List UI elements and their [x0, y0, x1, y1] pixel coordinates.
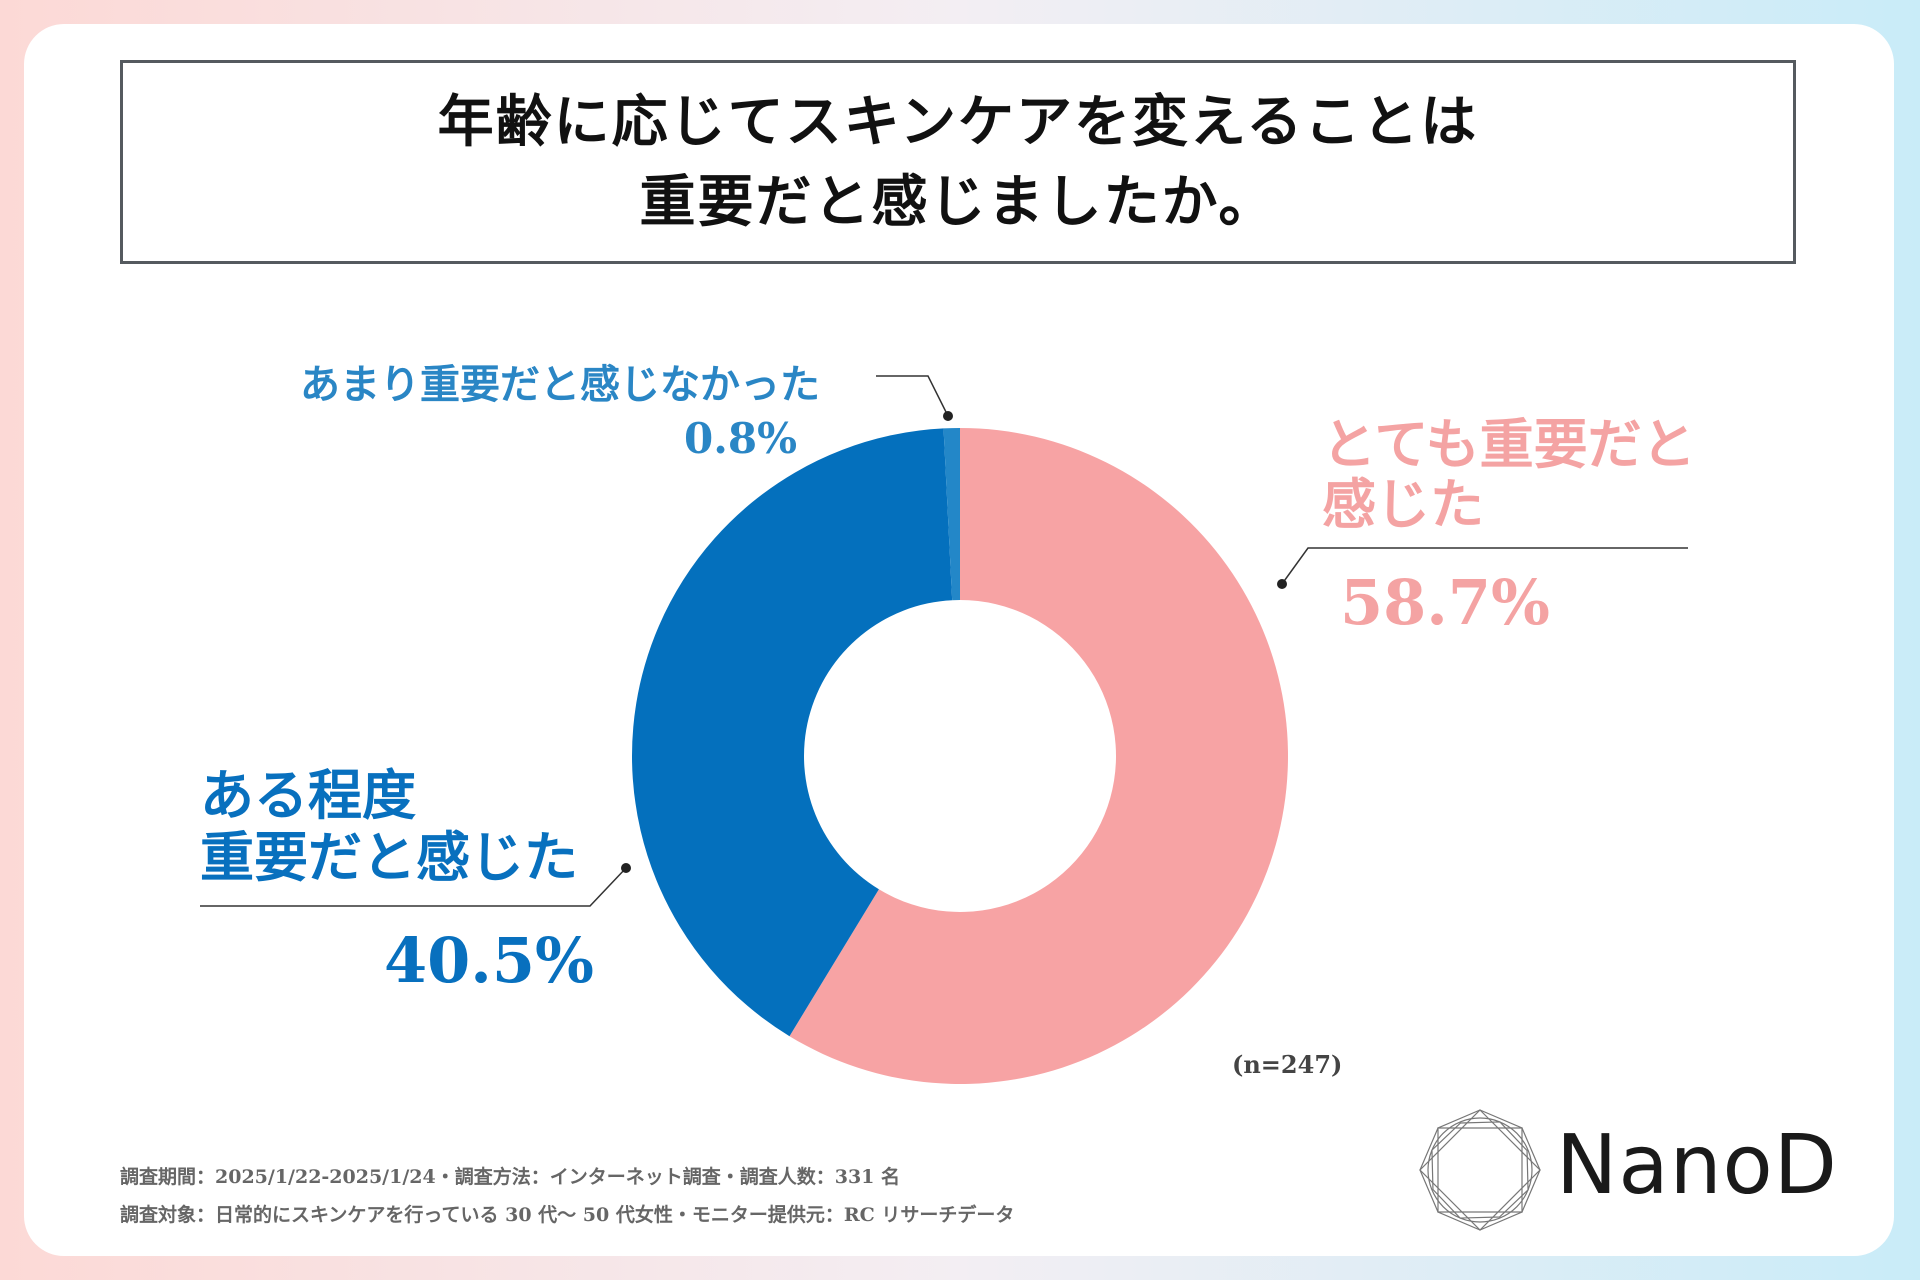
label-somewhat-pct: 40.5%	[384, 924, 594, 997]
label-not-much: あまり重要だと感じなかった	[300, 361, 820, 408]
footnotes: 調査期間：2025/1/22-2025/1/24・調査方法：インターネット調査・…	[120, 1158, 1014, 1234]
leader-line-very	[1281, 547, 1688, 585]
label-very-l2: 感じた	[1322, 472, 1484, 536]
sample-size: (n=247)	[1232, 1050, 1343, 1079]
donut-slice-0	[789, 428, 1288, 1084]
footnote-line-1: 調査期間：2025/1/22-2025/1/24・調査方法：インターネット調査・…	[120, 1166, 901, 1188]
leader-dot-very	[1277, 579, 1287, 589]
donut-slice-2	[943, 428, 960, 601]
footnote-line-2: 調査対象：日常的にスキンケアを行っている 30 代～ 50 代女性・モニター提供…	[120, 1204, 1015, 1226]
title-line-1: 年齢に応じてスキンケアを変えることは	[437, 89, 1479, 155]
label-somewhat-l2: 重要だと感じた	[200, 825, 578, 889]
leader-dot-somewhat	[621, 863, 631, 873]
label-very-pct: 58.7%	[1340, 566, 1550, 639]
donut-slices	[632, 428, 1288, 1084]
title-line-2: 重要だと感じましたか。	[639, 169, 1277, 235]
nanod-logo-text: NanoD	[1556, 1118, 1838, 1213]
leader-dot-not-much	[943, 411, 953, 421]
label-somewhat-l1: ある程度	[200, 763, 416, 827]
label-very-l1: とても重要だと	[1322, 412, 1696, 476]
nanod-logo-icon	[1419, 1109, 1541, 1231]
label-not-much-pct: 0.8%	[684, 414, 797, 463]
title-box: 年齢に応じてスキンケアを変えることは 重要だと感じましたか。	[120, 60, 1796, 264]
leader-line-somewhat	[200, 867, 627, 907]
leader-line-not-much	[876, 375, 949, 417]
donut-slice-1	[632, 428, 953, 1037]
